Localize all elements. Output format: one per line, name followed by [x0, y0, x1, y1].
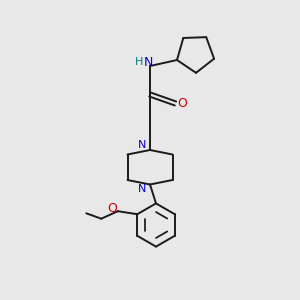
- Text: N: N: [144, 56, 153, 69]
- Text: H: H: [134, 57, 143, 68]
- Text: N: N: [137, 184, 146, 194]
- Text: N: N: [137, 140, 146, 151]
- Text: O: O: [107, 202, 117, 215]
- Text: O: O: [177, 97, 187, 110]
